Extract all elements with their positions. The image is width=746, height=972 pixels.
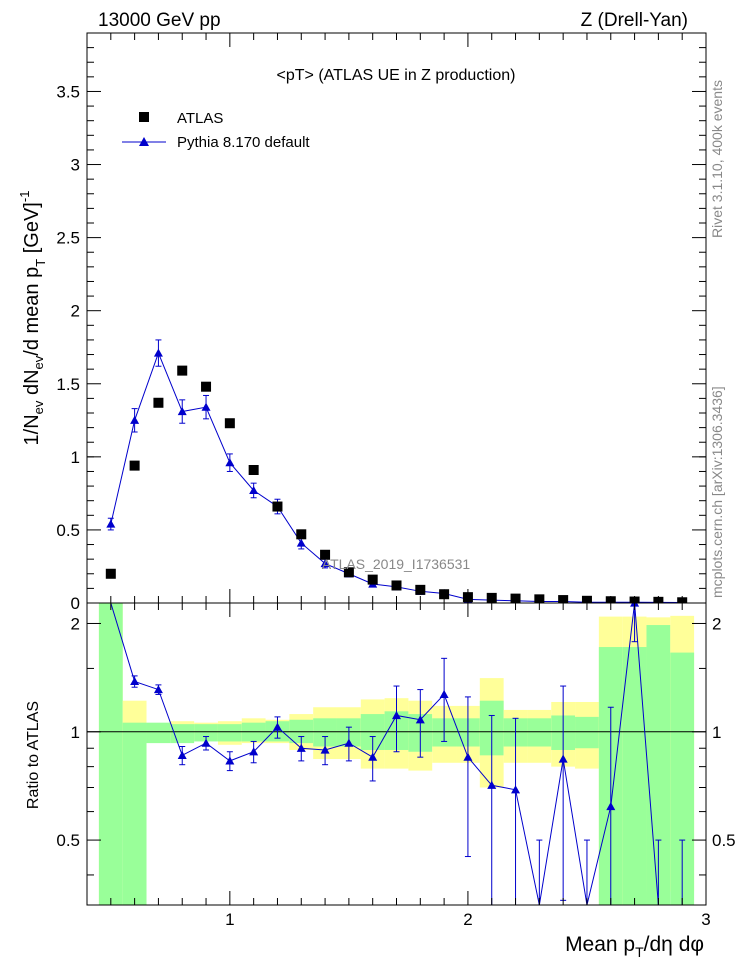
ratio-point <box>201 738 211 747</box>
main-y-tick-label: 1.5 <box>56 375 80 394</box>
svg-text:Mean pT/dη dφ: Mean pT/dη dφ <box>565 933 704 960</box>
chart-legend: ATLAS Pythia 8.170 default <box>122 110 310 151</box>
pythia-point <box>153 348 163 357</box>
pythia-point <box>249 485 259 495</box>
ratio-point <box>463 752 473 761</box>
pythia-point <box>177 407 187 416</box>
ratio-point <box>130 676 140 686</box>
pythia-point <box>320 559 330 568</box>
pythia-point <box>106 519 116 528</box>
ratio-point <box>368 752 378 761</box>
atlas-point <box>367 574 378 585</box>
process-label: Z (Drell-Yan) <box>581 10 688 31</box>
atlas-point <box>272 501 283 512</box>
x-tick-label: 3 <box>701 910 710 929</box>
ratio-band-inner <box>670 652 695 905</box>
main-y-tick-label: 2.5 <box>56 229 80 248</box>
analysis-tag: ATLAS_2019_I1736531 <box>322 556 471 572</box>
ratio-band-inner <box>622 647 647 905</box>
ratio-band-inner <box>98 603 123 905</box>
atlas-point <box>224 418 235 429</box>
ratio-band-inner <box>194 724 218 742</box>
x-axis-title: Mean pT/dη dφ <box>565 933 704 960</box>
main-y-tick-label: 0.5 <box>56 521 80 540</box>
main-y-tick-label: 3.5 <box>56 82 80 101</box>
ratio-point <box>296 743 306 752</box>
atlas-point <box>343 567 354 578</box>
main-y-tick-label: 3 <box>71 156 80 175</box>
ratio-point <box>177 750 187 759</box>
main-y-tick-label: 2 <box>71 302 80 321</box>
legend-marker-atlas <box>139 112 149 122</box>
ratio-band-inner <box>146 722 171 744</box>
ratio-band-inner <box>313 718 337 747</box>
pythia-point <box>201 402 211 411</box>
main-y-tick-label: 0 <box>71 594 80 613</box>
atlas-point <box>439 589 450 600</box>
pythia-point <box>130 415 140 424</box>
ratio-point <box>249 747 259 756</box>
ratio-point <box>415 715 425 724</box>
atlas-point <box>296 529 307 540</box>
ratio-point <box>439 689 449 699</box>
ratio-y-tick-label-right: 1 <box>712 723 721 742</box>
ratio-point <box>606 801 616 811</box>
main-y-tick-label: 1 <box>71 448 80 467</box>
ratio-y-tick-label-right: 2 <box>712 614 721 633</box>
ratio-y-tick-label-left: 0.5 <box>56 831 80 850</box>
ratio-point <box>511 785 521 794</box>
ratio-band-inner <box>217 724 242 742</box>
atlas-point <box>320 549 331 560</box>
ratio-y-axis-title: Ratio to ATLAS <box>25 701 42 809</box>
rivet-label: Rivet 3.1.10, 400k events <box>709 80 725 238</box>
atlas-point <box>177 365 188 376</box>
main-y-axis-title: 1/Nev dNev/d mean pT [GeV]-1 <box>17 191 48 446</box>
legend-label-pythia: Pythia 8.170 default <box>177 134 310 151</box>
svg-text:1/Nev dNev/d mean pT [GeV]-1: 1/Nev dNev/d mean pT [GeV]-1 <box>17 191 48 446</box>
chart-title: <pT> (ATLAS UE in Z production) <box>277 67 516 84</box>
ratio-point <box>272 722 282 731</box>
atlas-point <box>248 465 259 475</box>
atlas-point <box>415 584 426 595</box>
ratio-y-tick-label-left: 2 <box>71 614 80 633</box>
x-tick-label: 2 <box>463 910 472 929</box>
ratio-point <box>558 754 568 763</box>
legend-marker-pythia <box>139 137 149 146</box>
ratio-band-inner <box>122 722 147 905</box>
ratio-point <box>153 685 163 694</box>
ratio-band-inner <box>575 716 599 749</box>
energy-label: 13000 GeV pp <box>98 10 221 31</box>
ratio-point <box>344 738 354 747</box>
x-tick-label: 1 <box>225 910 234 929</box>
atlas-point <box>201 381 212 392</box>
ratio-y-tick-label-right: 0.5 <box>712 831 736 850</box>
ratio-point <box>487 780 497 789</box>
ratio-band-inner <box>527 718 552 747</box>
pythia-point <box>296 538 306 547</box>
atlas-point <box>105 568 116 579</box>
atlas-point <box>129 460 140 471</box>
legend-label-atlas: ATLAS <box>177 110 223 127</box>
ratio-y-tick-label-left: 1 <box>71 723 80 742</box>
ratio-point <box>320 745 330 754</box>
source-label: mcplots.cern.ch [arXiv:1306.3436] <box>709 386 725 598</box>
pythia-point <box>225 458 235 467</box>
atlas-point <box>391 580 402 591</box>
ratio-point <box>225 756 235 765</box>
atlas-point <box>153 397 164 408</box>
ratio-point <box>392 710 401 720</box>
